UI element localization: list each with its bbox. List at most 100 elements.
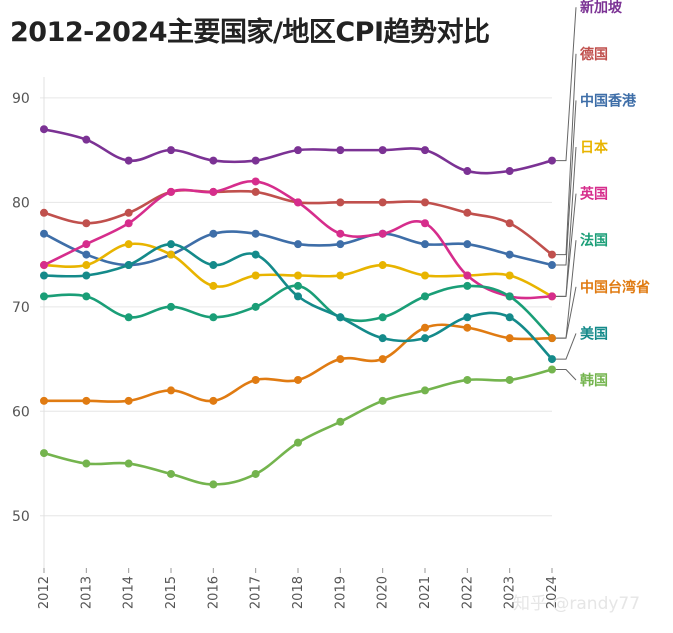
y-axis-ticks: 50 60 70 80 90	[12, 91, 30, 525]
data-point	[124, 156, 133, 165]
series-label: 法国	[580, 232, 608, 249]
data-point	[167, 469, 175, 478]
series-label: 韩国	[580, 372, 608, 389]
data-point	[82, 396, 91, 405]
data-point	[336, 313, 345, 322]
series-label: 德国	[580, 46, 608, 63]
data-point	[505, 167, 514, 176]
data-point	[82, 250, 91, 259]
series-label: 日本	[580, 139, 609, 156]
chart-title: 2012-2024主要国家/地区CPI趋势对比	[10, 17, 490, 48]
x-axis: 2012 2013 2014 2015 2016 2017 2018 2019 2020 2021…	[37, 77, 560, 609]
data-point	[378, 313, 387, 322]
x-tick-label: 2019	[333, 576, 348, 609]
series-points	[40, 125, 556, 489]
data-point	[421, 271, 429, 280]
data-point	[124, 396, 133, 405]
data-point	[294, 198, 302, 207]
y-tick-label: 50	[12, 509, 30, 525]
data-point	[548, 261, 556, 270]
data-point	[294, 281, 302, 290]
x-tick-label: 2017	[249, 576, 264, 609]
data-point	[463, 323, 472, 332]
y-tick-label: 60	[12, 404, 30, 420]
data-point	[124, 240, 133, 249]
data-point	[336, 229, 345, 238]
x-tick-label: 2021	[418, 576, 433, 609]
data-point	[336, 417, 345, 426]
data-point	[40, 261, 48, 270]
x-tick-label: 2024	[545, 576, 560, 609]
data-point	[378, 396, 387, 405]
data-point	[378, 198, 387, 207]
label-leader	[556, 286, 577, 339]
data-point	[209, 480, 218, 489]
data-point	[167, 302, 175, 311]
data-point	[294, 146, 302, 155]
data-point	[421, 334, 429, 343]
data-point	[167, 250, 175, 259]
data-point	[548, 334, 556, 343]
data-point	[251, 271, 260, 280]
data-point	[40, 229, 48, 238]
data-point	[209, 261, 218, 270]
data-point	[548, 250, 556, 259]
label-leader	[556, 333, 577, 360]
data-point	[505, 375, 514, 384]
data-point	[336, 355, 345, 364]
gridlines	[40, 97, 552, 517]
data-point	[463, 167, 472, 176]
label-leader	[556, 53, 577, 256]
data-point	[167, 146, 175, 155]
data-point	[421, 219, 429, 228]
data-point	[336, 240, 345, 249]
data-point	[421, 386, 429, 395]
label-leader	[556, 193, 577, 297]
x-tick-label: 2016	[206, 576, 221, 609]
data-point	[336, 146, 345, 155]
data-point	[40, 396, 48, 405]
data-point	[124, 219, 133, 228]
data-point	[505, 219, 514, 228]
data-point	[40, 292, 48, 301]
data-point	[463, 271, 472, 280]
data-point	[82, 261, 91, 270]
series-label: 新加坡	[580, 0, 623, 16]
data-point	[167, 240, 175, 249]
data-point	[463, 281, 472, 290]
data-point	[294, 292, 302, 301]
x-tick-label: 2022	[460, 576, 475, 609]
data-point	[505, 313, 514, 322]
data-point	[421, 292, 429, 301]
series-label: 中国香港	[580, 92, 637, 109]
data-point	[124, 459, 133, 468]
data-point	[421, 323, 429, 332]
x-tick-label: 2013	[79, 576, 94, 609]
data-point	[209, 187, 218, 196]
data-point	[251, 302, 260, 311]
data-point	[463, 240, 472, 249]
label-leader	[556, 100, 577, 266]
data-point	[209, 396, 218, 405]
series-line	[43, 242, 553, 360]
data-point	[336, 271, 345, 280]
x-tick-label: 2014	[122, 576, 137, 609]
data-point	[82, 219, 91, 228]
x-tick-label: 2023	[503, 576, 518, 609]
x-tick-label: 2018	[291, 576, 306, 609]
data-point	[40, 125, 48, 134]
series-label: 美国	[580, 325, 608, 342]
label-leader	[556, 7, 577, 162]
data-point	[548, 365, 556, 374]
data-point	[82, 135, 91, 144]
data-point	[209, 281, 218, 290]
data-point	[505, 334, 514, 343]
label-leader	[556, 369, 577, 381]
data-point	[294, 375, 302, 384]
data-point	[505, 292, 514, 301]
data-point	[548, 292, 556, 301]
data-point	[294, 240, 302, 249]
data-point	[209, 229, 218, 238]
